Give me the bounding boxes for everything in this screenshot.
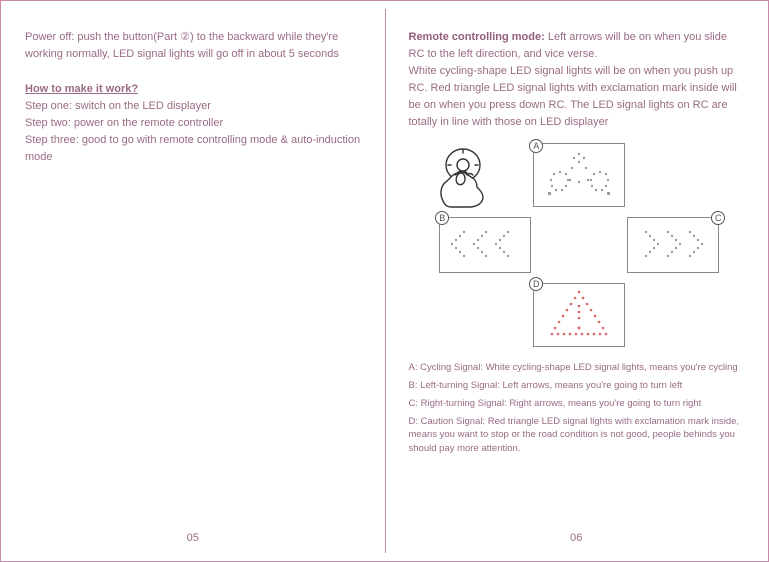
step-one: Step one: switch on the LED displayer (25, 98, 361, 115)
mode-paragraph-2: White cycling-shape LED signal lights wi… (409, 63, 745, 131)
step-three: Step three: good to go with remote contr… (25, 132, 361, 166)
hand-remote-icon (421, 143, 505, 209)
page-right: Remote controlling mode: Left arrows wil… (385, 1, 769, 561)
caption-a: A: Cycling Signal: White cycling-shape L… (409, 361, 745, 375)
power-off-text: Power off: push the button(Part ②) to th… (25, 29, 361, 63)
caption-d: D: Caution Signal: Red triangle LED sign… (409, 415, 745, 456)
mode-paragraph-1: Remote controlling mode: Left arrows wil… (409, 29, 745, 63)
panel-c-right-arrows-icon (627, 217, 719, 273)
caption-b: B: Left-turning Signal: Left arrows, mea… (409, 379, 745, 393)
page-left: Power off: push the button(Part ②) to th… (1, 1, 385, 561)
panel-a-cycling-icon (533, 143, 625, 207)
how-heading: How to make it work? (25, 81, 361, 98)
step-two: Step two: power on the remote controller (25, 115, 361, 132)
page-number-right: 06 (385, 530, 769, 547)
page-number-left: 05 (1, 530, 385, 547)
panel-d-caution-icon (533, 283, 625, 347)
diagram-area: A B (421, 143, 731, 353)
caption-c: C: Right-turning Signal: Right arrows, m… (409, 397, 745, 411)
mode-label: Remote controlling mode: (409, 31, 545, 43)
label-c: C (711, 211, 725, 225)
panel-b-left-arrows-icon (439, 217, 531, 273)
